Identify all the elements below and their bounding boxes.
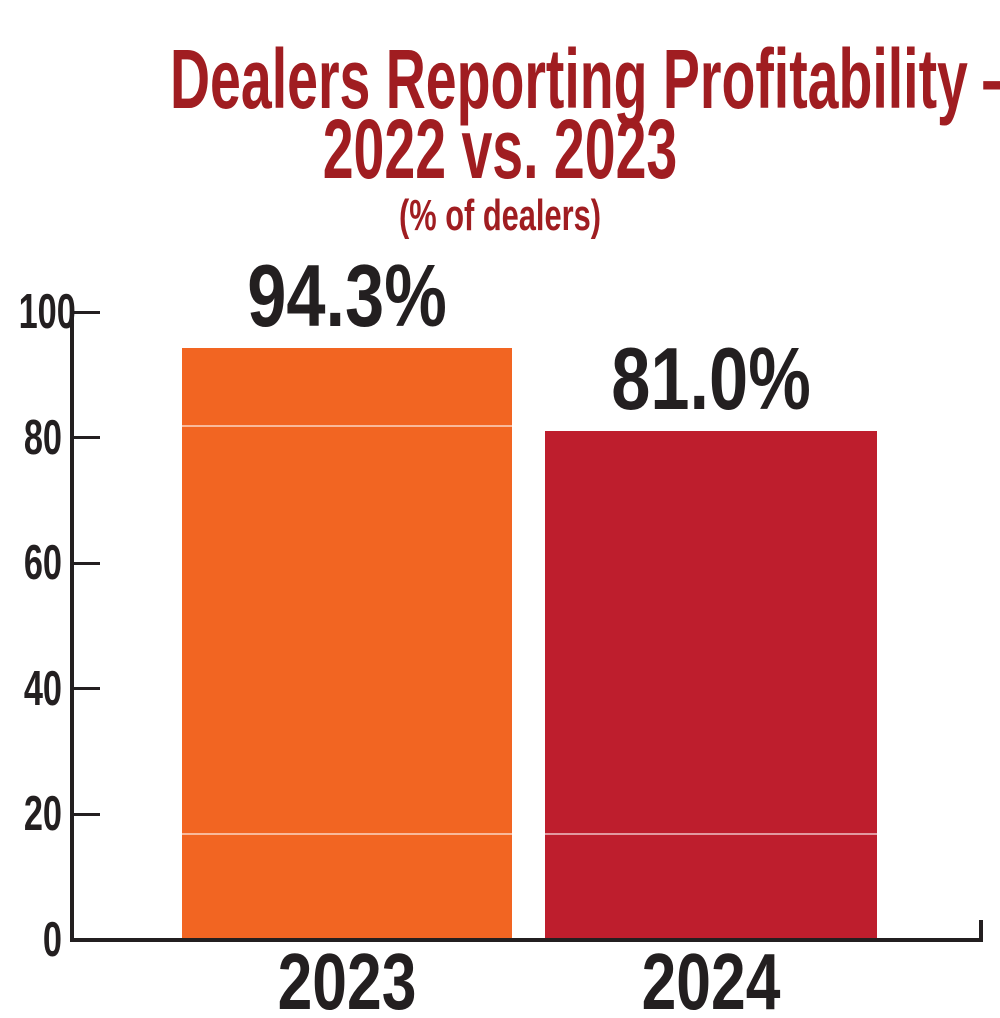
- y-tick-mark: [70, 812, 100, 816]
- y-tick-label: 80: [23, 410, 62, 465]
- y-tick-label: 100: [18, 285, 76, 339]
- y-tick-mark: [70, 310, 100, 314]
- y-tick-mark: [70, 436, 100, 440]
- x-axis-line: [70, 938, 983, 942]
- chart-header: Dealers Reporting Profitability — 2022 v…: [0, 32, 1000, 240]
- chart-title-line1: Dealers Reporting Profitability —: [170, 32, 1000, 126]
- chart-title-line2: 2022 vs. 2023: [322, 102, 678, 196]
- y-axis-line: [70, 312, 74, 942]
- bar-value-label: 81.0%: [611, 329, 811, 429]
- bar-category-label: 2023: [277, 937, 417, 1018]
- x-axis-endcap: [979, 920, 983, 942]
- bar-category-label: 2024: [641, 937, 781, 1018]
- bar-2023: [182, 347, 512, 938]
- bar-2024: [545, 431, 877, 938]
- y-tick-label: 40: [23, 661, 62, 716]
- bar-value-label: 94.3%: [247, 245, 447, 345]
- y-tick-label: 0: [42, 913, 62, 967]
- chart-subtitle: (% of dealers): [399, 191, 601, 240]
- bar-seam-line: [545, 833, 877, 836]
- y-tick-label: 20: [23, 787, 62, 842]
- bar-seam-line: [182, 833, 512, 836]
- bar-seam-line: [182, 425, 512, 428]
- y-tick-mark: [70, 561, 100, 565]
- y-tick-label: 60: [23, 536, 62, 591]
- y-tick-mark: [70, 687, 100, 691]
